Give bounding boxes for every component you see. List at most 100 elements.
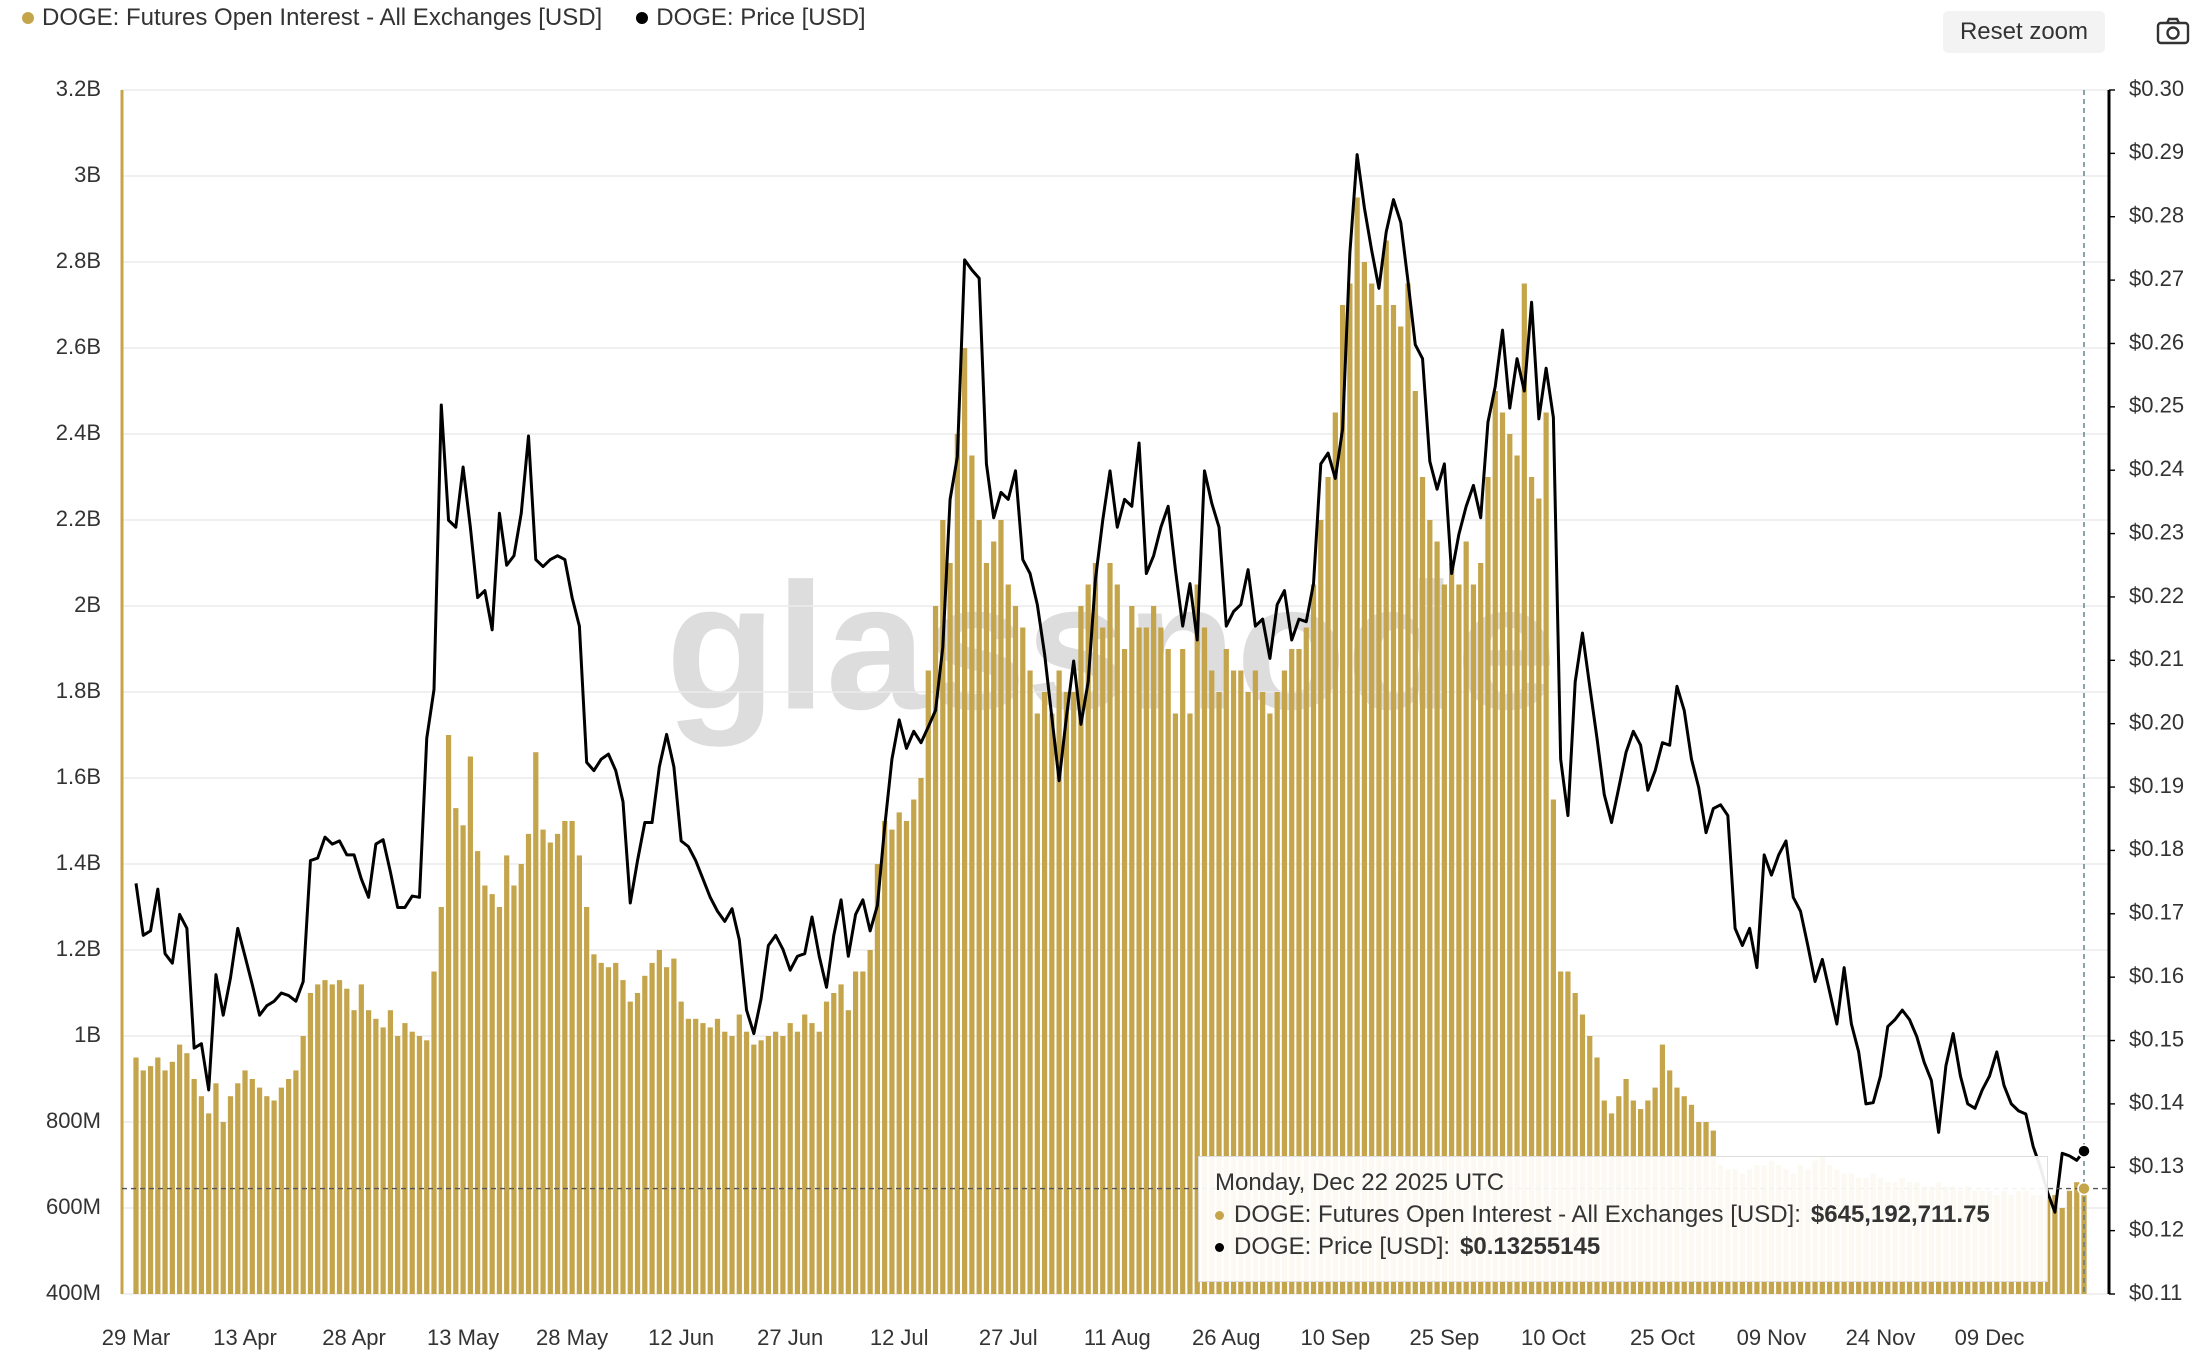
price-line bbox=[134, 153, 2086, 1214]
bar bbox=[1521, 283, 1527, 1294]
bar bbox=[1252, 670, 1258, 1294]
reset-zoom-button[interactable]: Reset zoom bbox=[1943, 11, 2105, 53]
bar bbox=[642, 975, 648, 1294]
bar bbox=[598, 962, 604, 1294]
bar bbox=[271, 1100, 277, 1294]
bar bbox=[249, 1079, 255, 1294]
bar bbox=[256, 1087, 263, 1294]
bar bbox=[707, 1027, 713, 1294]
y2-tick-label: $0.21 bbox=[2129, 646, 2184, 671]
bar bbox=[1528, 477, 1535, 1294]
bar bbox=[1456, 584, 1462, 1294]
bar bbox=[235, 1083, 241, 1294]
tooltip-marker bbox=[1215, 1242, 1224, 1252]
bar bbox=[751, 1044, 757, 1294]
bar bbox=[504, 855, 510, 1294]
bar bbox=[344, 988, 350, 1294]
bar bbox=[1136, 627, 1142, 1294]
bar bbox=[743, 1031, 750, 1294]
bar bbox=[1034, 713, 1040, 1294]
y-tick-label: 2.4B bbox=[56, 420, 101, 445]
bar bbox=[293, 1070, 299, 1294]
x-tick-label: 25 Sep bbox=[1409, 1325, 1479, 1350]
bar bbox=[787, 1023, 793, 1294]
bar bbox=[1100, 627, 1106, 1294]
bar bbox=[1405, 283, 1411, 1294]
y-tick-label: 1.2B bbox=[56, 936, 101, 961]
tooltip-marker bbox=[1215, 1210, 1224, 1220]
bar bbox=[838, 984, 844, 1294]
bar bbox=[533, 752, 539, 1294]
bar bbox=[845, 1010, 851, 1294]
bar bbox=[453, 808, 459, 1294]
bar bbox=[1063, 692, 1070, 1294]
bar bbox=[613, 962, 619, 1294]
bar bbox=[2059, 1208, 2065, 1294]
x-tick-label: 24 Nov bbox=[1846, 1325, 1916, 1350]
bar bbox=[1274, 692, 1280, 1294]
legend-item[interactable]: DOGE: Futures Open Interest - All Exchan… bbox=[22, 4, 602, 32]
bar bbox=[1194, 584, 1200, 1294]
bar bbox=[1325, 477, 1331, 1294]
bar bbox=[736, 1014, 742, 1294]
tooltip-row: DOGE: Price [USD]: $0.13255145 bbox=[1215, 1233, 2031, 1261]
bar bbox=[678, 1001, 684, 1294]
bar bbox=[932, 606, 939, 1294]
bar bbox=[780, 1036, 786, 1294]
bar bbox=[911, 799, 917, 1294]
bar bbox=[1107, 563, 1113, 1294]
bar bbox=[176, 1044, 183, 1294]
bar bbox=[918, 778, 924, 1294]
bar bbox=[1041, 692, 1048, 1294]
bar bbox=[1012, 606, 1019, 1294]
bar bbox=[395, 1036, 401, 1294]
bar bbox=[1339, 305, 1346, 1294]
bar bbox=[220, 1122, 226, 1294]
y-tick-label: 1.6B bbox=[56, 764, 101, 789]
bar bbox=[1230, 670, 1237, 1294]
bar bbox=[714, 1018, 721, 1294]
bar bbox=[903, 821, 910, 1294]
bar bbox=[198, 1096, 205, 1294]
bar bbox=[2066, 1190, 2073, 1294]
bar bbox=[816, 1031, 822, 1294]
x-tick-label: 27 Jun bbox=[757, 1325, 823, 1350]
bar bbox=[518, 864, 524, 1294]
bar bbox=[584, 907, 590, 1294]
bar bbox=[1361, 262, 1368, 1294]
bar bbox=[1449, 563, 1455, 1294]
bar bbox=[460, 825, 466, 1294]
x-tick-label: 26 Aug bbox=[1192, 1325, 1261, 1350]
bar bbox=[1238, 670, 1244, 1294]
bar bbox=[133, 1057, 139, 1294]
y2-tick-label: $0.24 bbox=[2129, 456, 2184, 481]
legend-item[interactable]: DOGE: Price [USD] bbox=[636, 4, 866, 32]
bar bbox=[649, 962, 655, 1294]
y-tick-label: 600M bbox=[46, 1194, 101, 1219]
tooltip-title: Monday, Dec 22 2025 UTC bbox=[1215, 1169, 1505, 1196]
y-tick-label: 2B bbox=[74, 592, 101, 617]
bar bbox=[925, 670, 931, 1294]
bar bbox=[794, 1031, 801, 1294]
camera-icon[interactable] bbox=[2156, 16, 2190, 46]
bar bbox=[671, 958, 677, 1294]
y2-tick-label: $0.26 bbox=[2129, 329, 2184, 354]
bar bbox=[852, 971, 859, 1294]
bar bbox=[1296, 649, 1302, 1294]
bar bbox=[351, 1010, 357, 1294]
y2-tick-label: $0.17 bbox=[2129, 900, 2184, 925]
bar bbox=[1020, 627, 1026, 1294]
bar bbox=[1427, 520, 1433, 1294]
bar bbox=[1543, 412, 1549, 1294]
bar bbox=[1398, 326, 1404, 1294]
bar bbox=[1085, 584, 1091, 1294]
y-tick-label: 2.6B bbox=[56, 334, 101, 359]
bar bbox=[438, 907, 444, 1294]
bar bbox=[1078, 606, 1084, 1294]
y-tick-label: 3B bbox=[74, 162, 101, 187]
bar bbox=[591, 954, 597, 1294]
bar bbox=[482, 885, 488, 1294]
y-tick-label: 1B bbox=[74, 1022, 101, 1047]
bar bbox=[1470, 584, 1477, 1294]
